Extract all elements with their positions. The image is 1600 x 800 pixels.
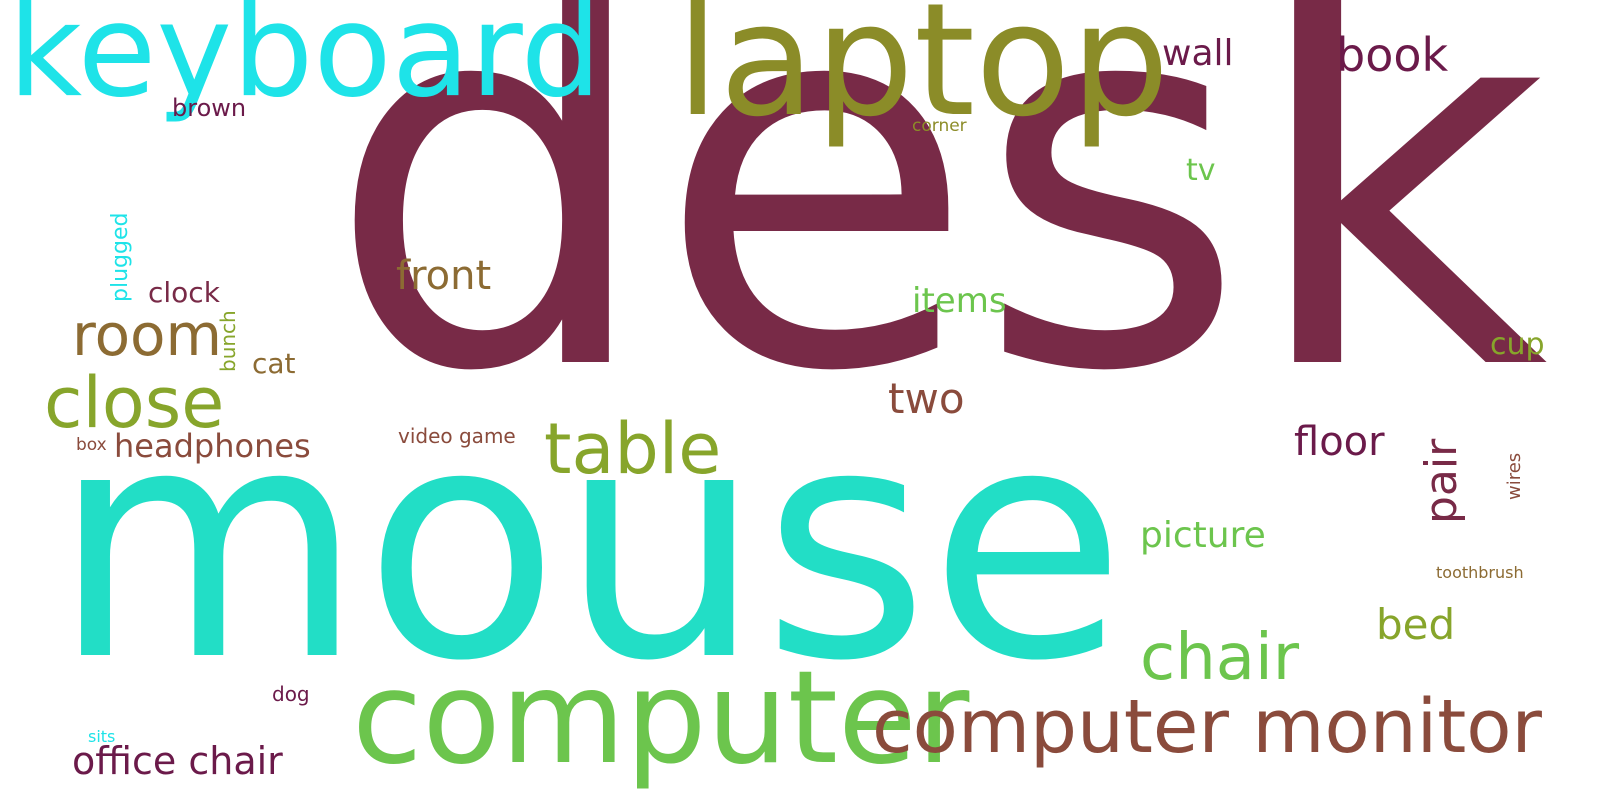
word-table: table bbox=[544, 408, 722, 490]
word-items: items bbox=[912, 281, 1007, 321]
word-bed: bed bbox=[1376, 600, 1456, 649]
word-tv: tv bbox=[1186, 153, 1216, 188]
word-wires: wires bbox=[1504, 452, 1525, 500]
word-plugged: plugged bbox=[108, 212, 133, 302]
word-corner: corner bbox=[912, 116, 967, 136]
word-computer-monitor: computer monitor bbox=[872, 684, 1542, 770]
word-room: room bbox=[72, 301, 223, 369]
word-floor: floor bbox=[1294, 419, 1385, 465]
word-cat: cat bbox=[252, 347, 296, 380]
word-cup: cup bbox=[1490, 327, 1545, 362]
word-dog: dog bbox=[272, 682, 310, 706]
word-mouse: mouse bbox=[52, 359, 1126, 731]
word-two: two bbox=[888, 374, 965, 423]
word-video-game: video game bbox=[398, 424, 516, 448]
word-brown: brown bbox=[172, 94, 247, 122]
word-headphones: headphones bbox=[114, 427, 311, 465]
word-laptop: laptop bbox=[676, 0, 1170, 151]
word-toothbrush: toothbrush bbox=[1436, 563, 1524, 582]
word-office-chair: office chair bbox=[72, 739, 283, 783]
word-sits: sits bbox=[88, 727, 116, 746]
word-clock: clock bbox=[148, 276, 220, 309]
word-box: box bbox=[76, 435, 107, 455]
word-computer: computer bbox=[352, 644, 970, 793]
word-wall: wall bbox=[1162, 33, 1234, 74]
word-front: front bbox=[396, 253, 492, 299]
word-keyboard: keyboard bbox=[8, 0, 602, 126]
word-bunch: bunch bbox=[216, 310, 240, 372]
word-pair: pair bbox=[1416, 438, 1467, 524]
word-desk: desk bbox=[326, 0, 1549, 485]
word-picture: picture bbox=[1140, 515, 1266, 556]
word-book: book bbox=[1336, 28, 1449, 82]
word-chair: chair bbox=[1140, 621, 1300, 695]
word-close: close bbox=[44, 362, 225, 444]
